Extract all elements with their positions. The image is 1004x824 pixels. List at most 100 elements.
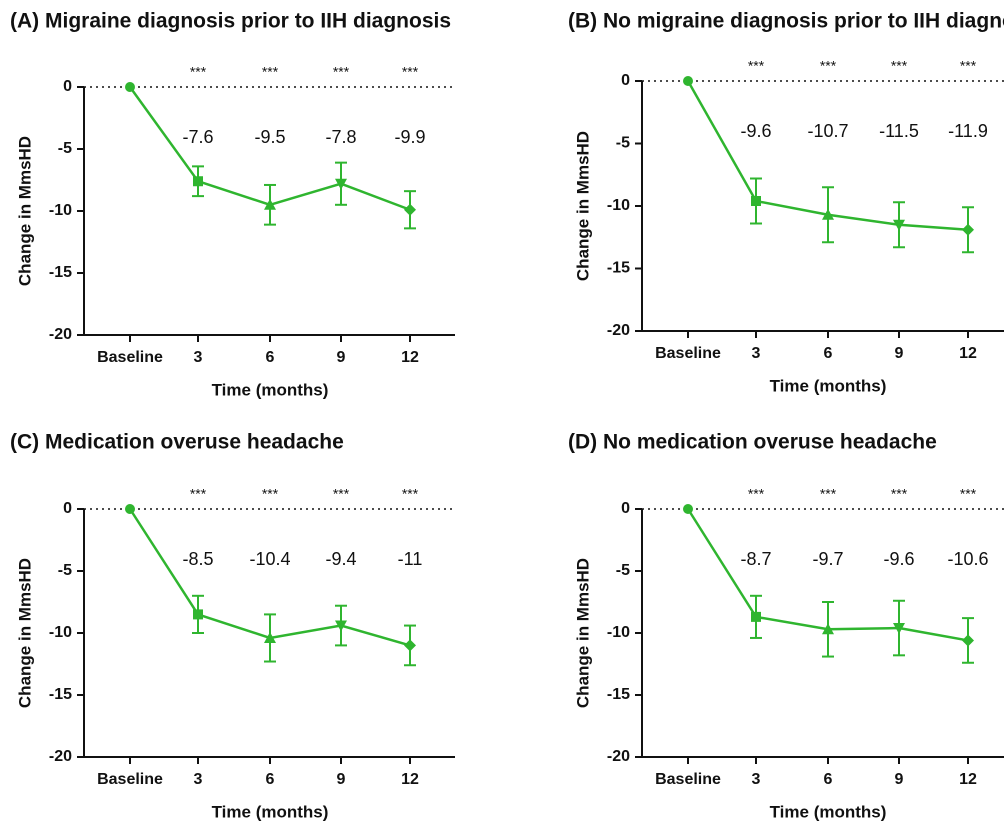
y-tick-label: -20 [607, 748, 630, 765]
significance: *** [748, 58, 765, 74]
panel-title: (A) Migraine diagnosis prior to IIH diag… [10, 10, 451, 33]
marker [683, 76, 693, 86]
y-axis-label: Change in MmsHD [573, 558, 592, 708]
x-tick-label: 9 [895, 771, 904, 788]
x-tick-label: 3 [194, 771, 203, 788]
significance: *** [333, 486, 350, 502]
y-tick-label: -20 [607, 322, 630, 339]
y-tick-label: -20 [49, 326, 72, 343]
panel: (B) No migraine diagnosis prior to IIH d… [568, 10, 1004, 395]
x-axis-label: Time (months) [212, 380, 329, 399]
x-tick-label: Baseline [97, 349, 163, 366]
marker [193, 176, 203, 187]
x-tick-label: 12 [401, 349, 419, 366]
significance: *** [262, 486, 279, 502]
marker [962, 223, 974, 236]
marker [335, 178, 347, 190]
marker [751, 611, 761, 622]
panel-title: (B) No migraine diagnosis prior to IIH d… [568, 10, 1004, 33]
panel-title: (C) Medication overuse headache [10, 431, 344, 454]
significance: *** [402, 64, 419, 80]
x-tick-label: 6 [824, 771, 833, 788]
y-tick-label: -5 [616, 562, 630, 579]
marker [893, 623, 905, 635]
x-tick-label: 9 [337, 771, 346, 788]
y-axis-label: Change in MmsHD [15, 136, 34, 286]
x-tick-label: Baseline [655, 771, 721, 788]
y-tick-label: -5 [58, 562, 72, 579]
y-tick-label: -15 [49, 686, 72, 703]
x-tick-label: 9 [337, 349, 346, 366]
panel-title: (D) No medication overuse headache [568, 431, 937, 454]
y-axis-label: Change in MmsHD [573, 131, 592, 281]
x-tick-label: Baseline [655, 345, 721, 362]
x-tick-label: 6 [266, 349, 275, 366]
marker [404, 639, 416, 652]
marker [125, 504, 135, 514]
y-tick-label: -10 [607, 197, 630, 214]
significance: *** [190, 486, 207, 502]
marker [264, 198, 276, 210]
marker [125, 82, 135, 92]
y-tick-label: 0 [63, 500, 72, 517]
marker [751, 196, 761, 206]
marker [822, 208, 834, 220]
x-tick-label: 3 [752, 771, 761, 788]
data-label: -10.4 [249, 549, 290, 569]
data-label: -7.6 [182, 127, 213, 147]
significance: *** [402, 486, 419, 502]
significance: *** [820, 486, 837, 502]
y-tick-label: -20 [49, 748, 72, 765]
significance: *** [960, 486, 977, 502]
significance: *** [960, 58, 977, 74]
significance: *** [190, 64, 207, 80]
y-tick-label: -10 [49, 202, 72, 219]
marker [962, 634, 974, 647]
significance: *** [891, 58, 908, 74]
x-tick-label: 9 [895, 345, 904, 362]
data-label: -9.9 [394, 127, 425, 147]
y-tick-label: -15 [607, 686, 630, 703]
y-tick-label: 0 [621, 500, 630, 517]
data-label: -8.7 [740, 549, 771, 569]
marker [683, 504, 693, 514]
data-label: -9.7 [812, 549, 843, 569]
x-tick-label: 6 [266, 771, 275, 788]
y-tick-label: -5 [58, 140, 72, 157]
significance: *** [748, 486, 765, 502]
x-axis-label: Time (months) [212, 802, 329, 821]
panel: (D) No medication overuse headache 0 -5 -10… [568, 431, 1004, 821]
marker [822, 623, 834, 635]
data-label: -9.4 [325, 549, 356, 569]
x-tick-label: Baseline [97, 771, 163, 788]
x-tick-label: 3 [752, 345, 761, 362]
data-label: -11.5 [879, 121, 919, 141]
marker [193, 609, 203, 620]
data-label: -10.7 [807, 121, 848, 141]
y-tick-label: -15 [607, 260, 630, 277]
y-tick-label: -15 [49, 264, 72, 281]
data-label: -9.6 [740, 121, 771, 141]
marker [893, 219, 905, 231]
x-tick-label: 12 [959, 345, 977, 362]
data-label: -7.8 [325, 127, 356, 147]
data-label: -9.6 [883, 549, 914, 569]
y-tick-label: 0 [621, 72, 630, 89]
y-tick-label: -10 [607, 624, 630, 641]
x-axis-label: Time (months) [770, 376, 887, 395]
data-label: -11.9 [948, 121, 988, 141]
data-label: -11 [398, 549, 423, 569]
significance: *** [333, 64, 350, 80]
panel: (A) Migraine diagnosis prior to IIH diag… [10, 10, 455, 399]
x-tick-label: 6 [824, 345, 833, 362]
marker [404, 203, 416, 216]
x-tick-label: 12 [401, 771, 419, 788]
y-tick-label: 0 [63, 78, 72, 95]
data-label: -10.6 [947, 549, 988, 569]
marker [335, 620, 347, 632]
x-tick-label: 12 [959, 771, 977, 788]
x-axis-label: Time (months) [770, 802, 887, 821]
significance: *** [820, 58, 837, 74]
panel: (C) Medication overuse headache 0 -5 -10 -15… [10, 431, 455, 821]
